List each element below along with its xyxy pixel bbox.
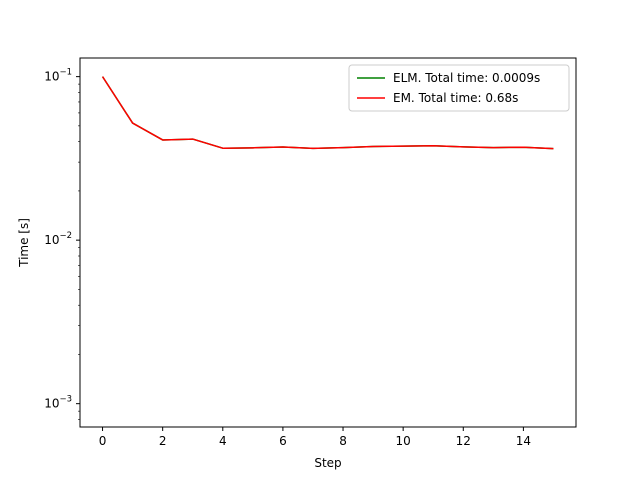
- axes-frame: [79, 57, 577, 428]
- x-axis-label: Step: [314, 456, 341, 470]
- y-axis-label: Time [s]: [17, 218, 31, 268]
- y-tick-label: 10−1: [44, 68, 72, 84]
- x-tick-label: 4: [219, 434, 227, 448]
- x-tick-label: 12: [456, 434, 471, 448]
- legend-entry: ELM. Total time: 0.0009s: [393, 71, 540, 85]
- x-tick-label: 2: [159, 434, 167, 448]
- x-axis: 0 2 4 6 8 10 12 14: [99, 427, 531, 448]
- x-tick-label: 6: [279, 434, 287, 448]
- x-tick-label: 10: [396, 434, 411, 448]
- legend-box: [348, 64, 570, 112]
- legend: ELM. Total time: 0.0009s EM. Total time: …: [348, 64, 570, 112]
- y-axis: 10−3 10−2 10−1: [44, 68, 80, 420]
- legend-entry: EM. Total time: 0.68s: [393, 91, 518, 105]
- y-tick-label: 10−3: [44, 395, 72, 411]
- x-tick-label: 8: [339, 434, 347, 448]
- series-layer: [101, 76, 554, 150]
- y-tick-label: 10−2: [44, 231, 72, 247]
- x-tick-label: 0: [99, 434, 107, 448]
- x-tick-label: 14: [516, 434, 531, 448]
- series-line-1: [101, 76, 554, 150]
